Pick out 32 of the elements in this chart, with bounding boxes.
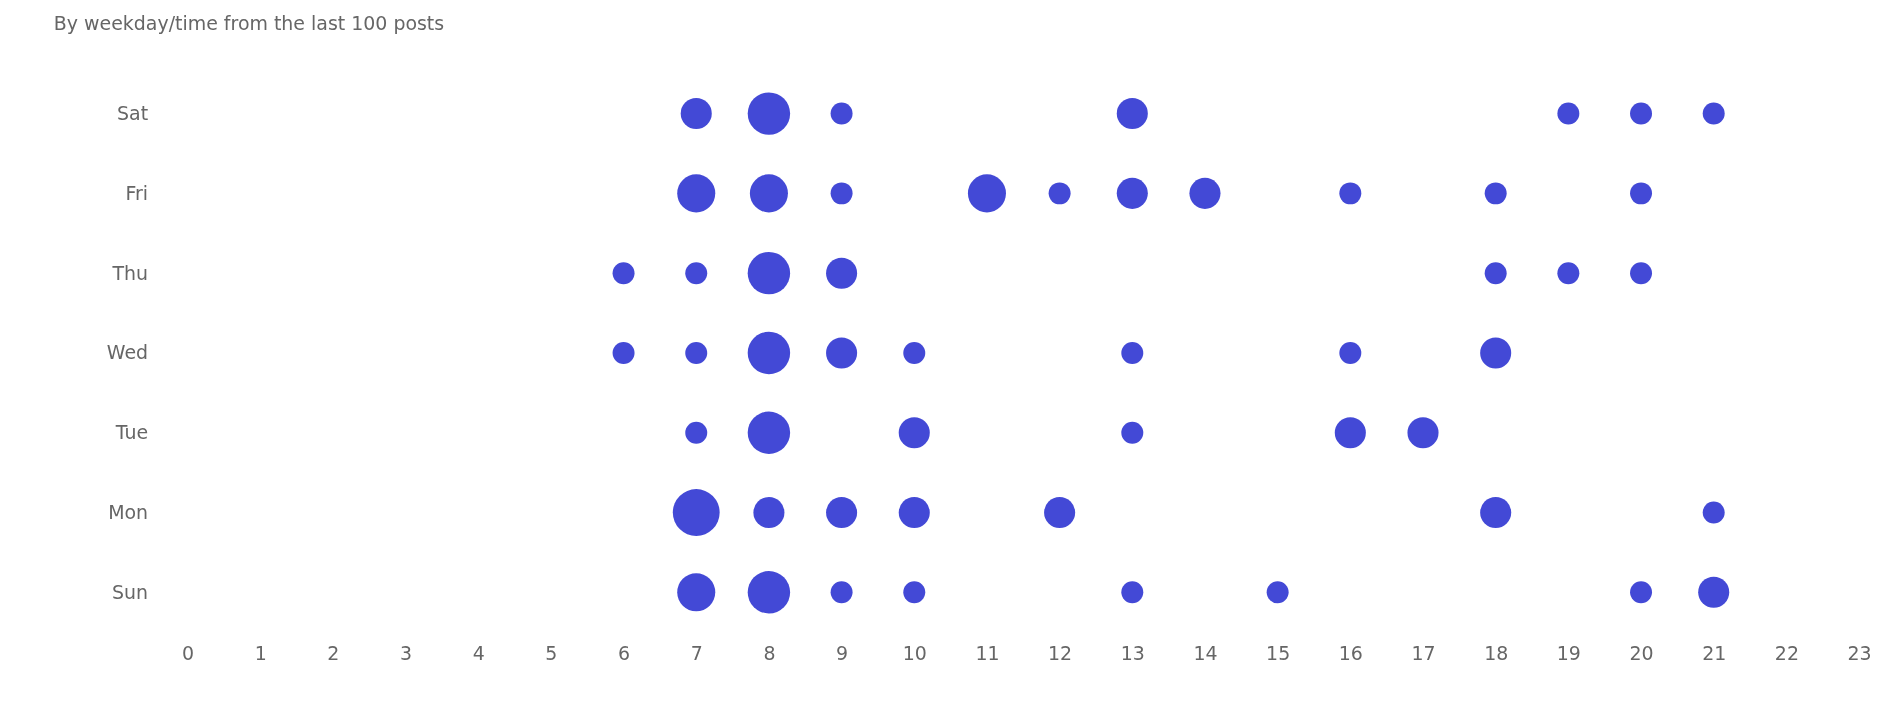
y-tick-label: Thu xyxy=(111,261,149,284)
x-tick-label: 0 xyxy=(181,641,195,664)
y-tick-label: Sat xyxy=(117,102,149,125)
x-tick-label: 1 xyxy=(254,641,267,664)
x-tick-label: 21 xyxy=(1702,641,1727,664)
x-tick-label: 11 xyxy=(975,641,1000,664)
x-tick-label: 6 xyxy=(618,641,631,664)
x-tick-label: 17 xyxy=(1411,641,1436,664)
x-tick-label: 14 xyxy=(1193,641,1218,664)
x-tick-label: 2 xyxy=(327,641,340,664)
x-tick-label: 19 xyxy=(1556,641,1581,664)
x-tick-label: 18 xyxy=(1484,641,1509,664)
y-tick-label: Mon xyxy=(108,501,149,524)
x-tick-label: 22 xyxy=(1774,641,1799,664)
x-tick-label: 12 xyxy=(1048,641,1073,664)
x-tick-label: 4 xyxy=(472,641,485,664)
x-tick-label: 16 xyxy=(1338,641,1363,664)
x-tick-label: 23 xyxy=(1847,641,1872,664)
x-tick-label: 7 xyxy=(690,641,703,664)
x-tick-label: 8 xyxy=(763,641,776,664)
x-tick-label: 13 xyxy=(1120,641,1145,664)
x-tick-label: 3 xyxy=(400,641,413,664)
x-tick-label: 9 xyxy=(836,641,849,664)
y-tick-label: Tue xyxy=(114,421,149,444)
y-tick-label: Fri xyxy=(125,181,149,204)
y-tick-label: Wed xyxy=(106,341,149,364)
chart-title: By weekday/time from the last 100 posts xyxy=(53,11,445,34)
x-tick-label: 20 xyxy=(1629,641,1654,664)
x-tick-label: 5 xyxy=(545,641,558,664)
x-tick-label: 10 xyxy=(902,641,927,664)
y-tick-label: Sun xyxy=(112,580,149,603)
x-tick-label: 15 xyxy=(1266,641,1291,664)
